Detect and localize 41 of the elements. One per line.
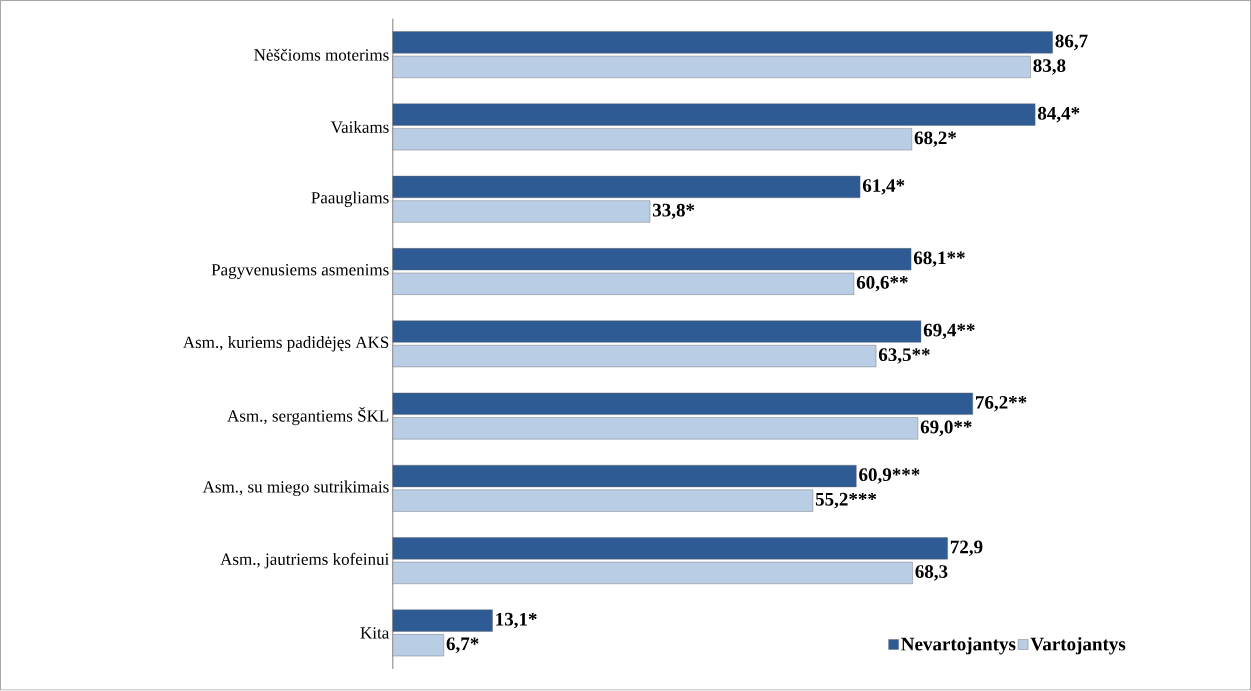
data-label: 68,3 <box>915 565 948 581</box>
bar <box>392 417 919 440</box>
y-tick-label: Paaugliams <box>311 191 389 208</box>
data-label: 63,5** <box>878 348 930 365</box>
data-label: 60,9*** <box>859 468 920 485</box>
data-label: 33,8* <box>652 203 695 220</box>
bar <box>392 320 922 343</box>
data-label: 6,7* <box>446 637 479 654</box>
data-label: 60,6** <box>856 276 908 292</box>
y-tick-label: Nėščioms moterims <box>254 48 389 61</box>
bar <box>392 128 913 151</box>
bar <box>392 345 877 368</box>
y-tick-label: Asm., sergantiems ŠKL <box>227 407 389 426</box>
bar <box>392 56 1031 79</box>
bar <box>392 392 973 416</box>
bar <box>392 103 1036 126</box>
bar <box>392 176 861 199</box>
data-label: 76,2** <box>976 396 1027 412</box>
legend-label: Vartojantys <box>1030 637 1126 655</box>
y-tick-label: Asm., kuriems padidėjęs AKS <box>182 336 389 352</box>
data-label: 13,1* <box>496 613 537 629</box>
data-label: 69,4** <box>923 323 975 340</box>
bar <box>392 562 913 585</box>
bar <box>392 609 493 632</box>
data-label: 72,9 <box>950 540 983 557</box>
y-tick-label: Kita <box>360 627 390 639</box>
data-label: 83,8 <box>1033 59 1066 75</box>
y-tick-label: Asm., su miego sutrikimais <box>202 480 389 497</box>
data-label: 84,4* <box>1037 107 1080 123</box>
data-label: 55,2*** <box>815 493 877 509</box>
data-label: 61,4* <box>862 179 905 195</box>
bar <box>392 200 651 223</box>
data-label: 86,7 <box>1055 34 1088 51</box>
data-label: 68,2* <box>914 131 957 148</box>
legend-label: Nevartojantys <box>901 637 1016 655</box>
y-tick-label: Asm., jautriems kofeinui <box>220 553 389 569</box>
y-tick-label: Pagyvenusiems asmenims <box>211 264 389 280</box>
bar <box>392 634 445 657</box>
data-label: 69,0** <box>920 420 972 437</box>
data-label: 68,1** <box>913 251 965 268</box>
y-tick-label: Vaikams <box>330 121 389 134</box>
